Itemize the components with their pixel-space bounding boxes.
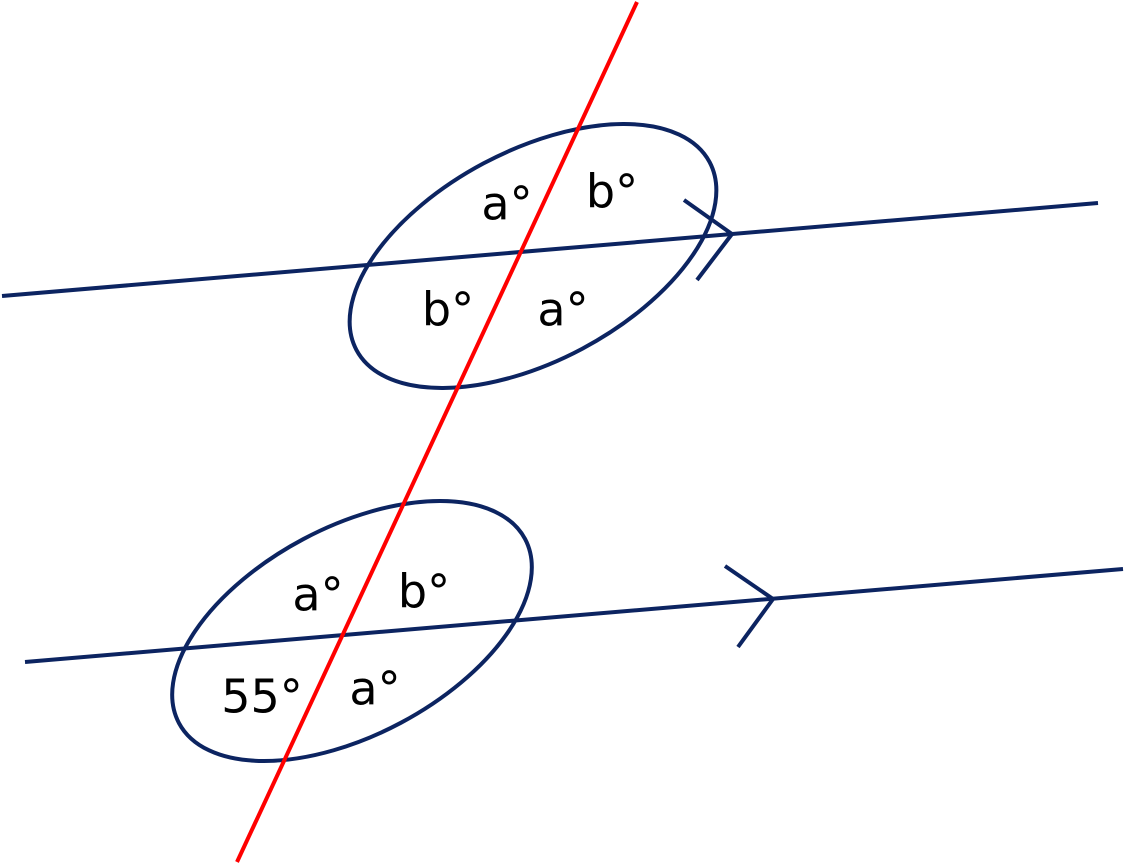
bottom-lower-right-angle: a° (349, 662, 400, 716)
bottom-parallel-line (24, 567, 1124, 664)
top-lower-right-angle: a° (537, 283, 588, 337)
bottom-angle-ellipse (170, 499, 534, 763)
transversal-line (235, 1, 639, 863)
top-parallel-line (1, 201, 1099, 298)
top-angle-ellipse (347, 122, 719, 390)
top-upper-right-angle: b° (586, 165, 638, 219)
top-lower-left-angle: b° (422, 283, 474, 337)
top-upper-left-angle: a° (481, 177, 532, 231)
bottom-parallel-arrow-icon (723, 564, 776, 649)
bottom-upper-left-angle: a° (292, 568, 343, 622)
bottom-lower-left-angle: 55° (221, 670, 303, 724)
top-parallel-arrow-icon (682, 198, 735, 282)
bottom-upper-right-angle: b° (398, 565, 450, 619)
